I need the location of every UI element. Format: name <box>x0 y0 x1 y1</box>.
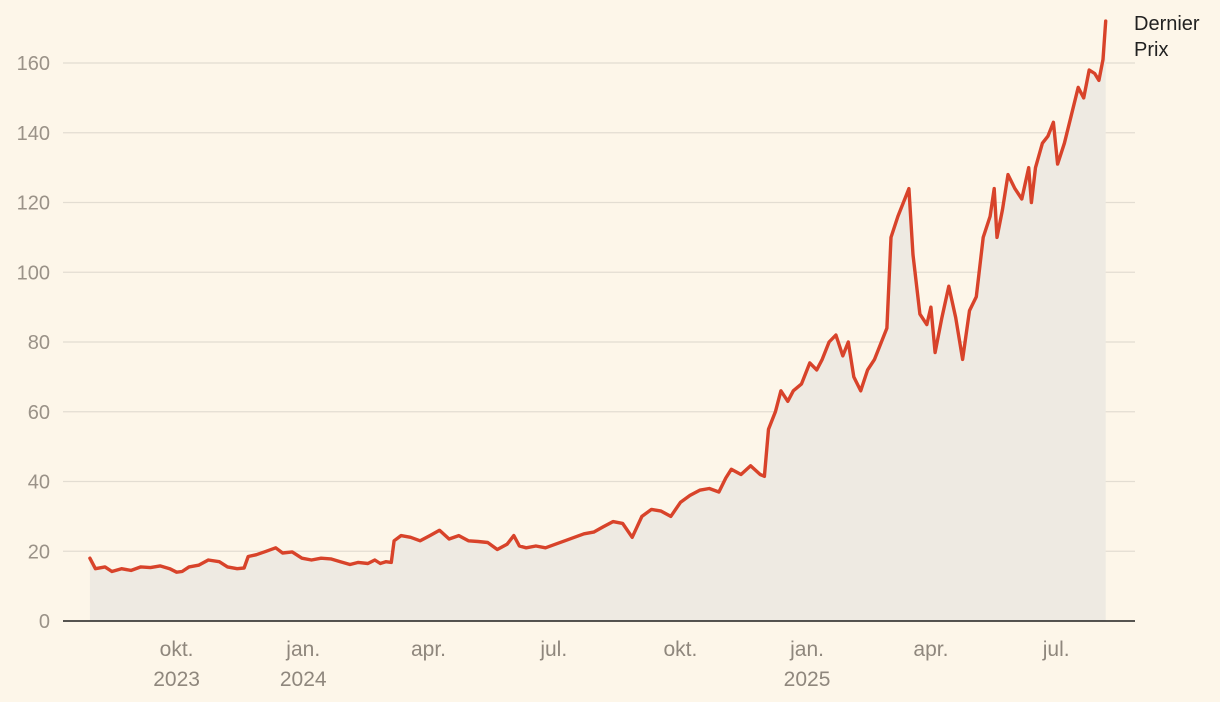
y-tick-label-20: 20 <box>28 541 50 563</box>
x-tick-year-5: 2025 <box>784 668 831 691</box>
x-axis-ticks: okt. 2023 jan. 2024 apr. jul. okt. jan. 2025 apr.… <box>153 638 1069 691</box>
x-tick-label-4: okt. <box>663 638 697 661</box>
price-area-fill <box>89 21 1106 622</box>
series-label-line-1: Dernier <box>1134 13 1200 35</box>
x-tick-label-3: jul. <box>539 638 567 661</box>
x-tick-label-1: jan. <box>285 638 320 661</box>
x-tick-label-5: jan. <box>789 638 824 661</box>
y-tick-label-100: 100 <box>17 262 50 284</box>
y-tick-label-140: 140 <box>17 123 50 145</box>
y-tick-label-40: 40 <box>28 472 50 494</box>
x-tick-label-7: jul. <box>1042 638 1070 661</box>
y-tick-label-80: 80 <box>28 332 50 354</box>
price-line <box>88 19 1108 574</box>
y-tick-label-60: 60 <box>28 402 50 424</box>
gridlines <box>63 62 1135 552</box>
series-label: Dernier Prix <box>1134 13 1205 61</box>
x-tick-label-2: apr. <box>411 638 446 661</box>
y-tick-label-160: 160 <box>17 53 50 75</box>
x-tick-year-0: 2023 <box>153 668 200 691</box>
x-tick-year-1: 2024 <box>280 668 327 691</box>
x-tick-label-0: okt. <box>160 638 194 661</box>
y-axis-ticks: 0 20 40 60 80 100 120 140 160 <box>17 53 50 633</box>
y-tick-label-120: 120 <box>17 193 50 215</box>
y-tick-label-0: 0 <box>39 611 50 633</box>
series-label-line-2: Prix <box>1134 39 1168 61</box>
x-tick-label-6: apr. <box>913 638 948 661</box>
